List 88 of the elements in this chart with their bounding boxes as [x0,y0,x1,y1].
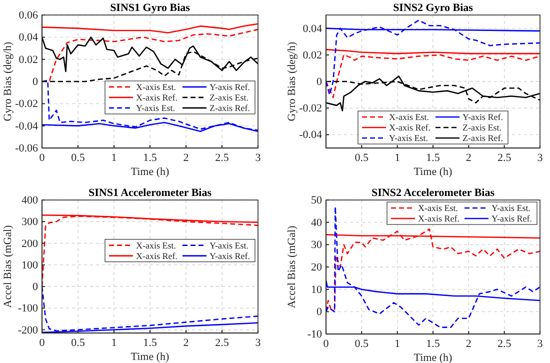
line-series [326,76,540,112]
y-tick-label: -0.02 [299,102,322,115]
legend-label: Y-axis Ref. [210,250,250,261]
legend-label: Z-axis Est. [210,92,248,102]
y-tick-label: 0 [32,281,38,294]
legend-label: X-axis Est. [136,82,176,92]
legend-label: Y-axis Ref. [462,112,503,122]
y-tick-label: 300 [22,216,38,228]
x-tick-label: 1.5 [143,152,158,164]
y-tick-label: -10 [307,328,322,341]
x-tick-label: 1 [394,338,400,350]
y-tick-label: 200 [22,238,38,250]
y-tick-label: 0.02 [302,49,322,62]
x-tick-label: 1 [394,152,400,164]
legend-label: Y-axis Est. [210,240,248,250]
legend-label: Y-axis Est. [136,102,175,113]
y-tick-label: 10 [311,284,322,296]
y-tick-label: 400 [22,194,38,207]
x-axis-title: Time (h) [414,166,453,178]
x-tick-label: 2.5 [497,152,512,164]
y-tick-label: 30 [311,239,322,252]
legend-label: Y-axis Est. [389,133,428,143]
y-tick-label: -0.04 [15,120,38,132]
chart-title: SINS1 Gyro Bias [110,2,191,14]
legend-label: Z-axis Ref. [210,102,250,113]
chart-title: SINS1 Accelerometer Bias [88,187,212,199]
x-tick-label: 3 [255,336,262,349]
y-axis-title: Gyro Bias (deg/h) [2,41,14,122]
chart-title: SINS2 Gyro Bias [393,2,474,14]
legend-label: X-axis Est. [418,203,458,213]
x-tick-label: 1 [111,336,117,349]
line-series [42,23,258,34]
legend-label: X-axis Est. [389,112,429,122]
legend-label: Y-axis Ref. [492,214,532,224]
legend-label: X-axis Ref. [136,92,178,102]
legend-label: Z-axis Est. [462,122,502,132]
x-tick-label: 1.5 [143,336,158,349]
x-tick-label: 3 [537,152,544,164]
line-series [326,228,540,312]
x-tick-label: 0.5 [71,336,86,349]
line-series [326,206,540,328]
x-tick-label: 2.5 [215,336,230,349]
y-tick-label: 0 [316,76,322,88]
y-tick-label: -100 [18,302,38,315]
legend-label: X-axis Est. [136,240,176,250]
x-tick-label: 2 [466,338,472,350]
x-tick-label: 1.5 [426,152,440,164]
x-tick-label: 2 [183,152,189,164]
y-tick-label: -200 [18,324,38,336]
legend-label: Y-axis Ref. [210,82,250,92]
y-axis-title: Gyro Bias (deg/h) [286,41,298,122]
x-tick-label: 0.5 [71,152,86,164]
y-tick-label: -0.04 [299,129,322,142]
y-tick-label: 0 [32,76,38,88]
x-tick-label: 0.5 [354,152,370,164]
legend-label: X-axis Ref. [389,122,430,132]
y-tick-label: 50 [311,194,322,207]
x-tick-label: 3 [537,338,544,350]
x-tick-label: 2.5 [497,338,512,350]
chart-title: SINS2 Accelerometer Bias [371,187,496,199]
y-tick-label: 0.02 [18,54,38,66]
y-tick-label: 0.06 [18,10,38,22]
x-axis-title: Time (h) [414,352,453,363]
y-tick-label: -0.02 [15,98,38,110]
x-tick-label: 3 [255,152,262,164]
legend-label: Y-axis Est. [492,203,530,213]
x-tick-label: 2.5 [215,152,230,164]
y-tick-label: 100 [22,259,38,272]
x-tick-label: 1 [111,152,117,164]
line-series [42,216,258,288]
legend-label: Z-axis Ref. [462,133,503,143]
x-tick-label: 1.5 [426,338,440,350]
y-tick-label: 0.04 [18,32,38,44]
x-tick-label: 2 [466,152,472,164]
legend-label: X-axis Ref. [136,250,178,261]
y-tick-label: 20 [311,262,322,274]
x-axis-title: Time (h) [130,166,170,178]
x-tick-label: 2 [183,336,189,349]
x-tick-label: 0.5 [354,338,370,350]
y-axis-title: Accel Bias (mGal) [286,225,298,308]
x-axis-title: Time (h) [130,351,170,363]
y-tick-label: -0.06 [15,142,38,155]
line-series [326,20,540,96]
y-tick-label: 0.04 [302,22,322,35]
y-tick-label: 40 [311,216,322,229]
y-axis-title: Accel Bias (mGal) [2,224,14,308]
y-tick-label: 0 [316,306,322,318]
legend-label: X-axis Ref. [418,214,460,224]
